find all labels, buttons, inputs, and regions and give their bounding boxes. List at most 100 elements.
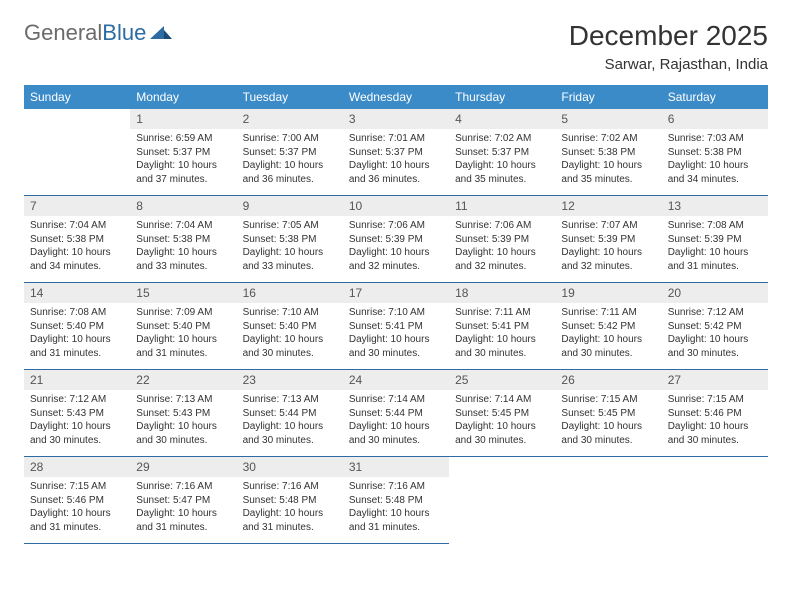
calendar-cell: 10Sunrise: 7:06 AMSunset: 5:39 PMDayligh…	[343, 196, 449, 283]
weekday-header: Wednesday	[343, 85, 449, 109]
sunrise-text: Sunrise: 7:01 AM	[349, 132, 443, 146]
calendar-cell: 1Sunrise: 6:59 AMSunset: 5:37 PMDaylight…	[130, 109, 236, 196]
day-content: Sunrise: 7:10 AMSunset: 5:40 PMDaylight:…	[237, 303, 343, 364]
logo: GeneralBlue	[24, 20, 172, 46]
day-content: Sunrise: 7:14 AMSunset: 5:45 PMDaylight:…	[449, 390, 555, 451]
sunrise-text: Sunrise: 7:14 AM	[349, 393, 443, 407]
daylight-text: Daylight: 10 hours and 33 minutes.	[136, 246, 230, 273]
sunrise-text: Sunrise: 7:09 AM	[136, 306, 230, 320]
sunset-text: Sunset: 5:37 PM	[243, 146, 337, 160]
day-number: 24	[343, 370, 449, 390]
daylight-text: Daylight: 10 hours and 30 minutes.	[136, 420, 230, 447]
sunset-text: Sunset: 5:40 PM	[30, 320, 124, 334]
sunset-text: Sunset: 5:42 PM	[668, 320, 762, 334]
day-content: Sunrise: 7:10 AMSunset: 5:41 PMDaylight:…	[343, 303, 449, 364]
calendar-cell: 26Sunrise: 7:15 AMSunset: 5:45 PMDayligh…	[555, 370, 661, 457]
daylight-text: Daylight: 10 hours and 32 minutes.	[455, 246, 549, 273]
sunset-text: Sunset: 5:39 PM	[349, 233, 443, 247]
calendar-cell: 14Sunrise: 7:08 AMSunset: 5:40 PMDayligh…	[24, 283, 130, 370]
sunset-text: Sunset: 5:48 PM	[349, 494, 443, 508]
calendar-page: GeneralBlue December 2025 Sarwar, Rajast…	[0, 0, 792, 564]
day-number: 30	[237, 457, 343, 477]
calendar-cell: 13Sunrise: 7:08 AMSunset: 5:39 PMDayligh…	[662, 196, 768, 283]
day-number: 4	[449, 109, 555, 129]
daylight-text: Daylight: 10 hours and 30 minutes.	[349, 420, 443, 447]
day-content: Sunrise: 7:12 AMSunset: 5:43 PMDaylight:…	[24, 390, 130, 451]
calendar-cell	[555, 457, 661, 544]
daylight-text: Daylight: 10 hours and 30 minutes.	[455, 420, 549, 447]
day-number: 10	[343, 196, 449, 216]
calendar-head: SundayMondayTuesdayWednesdayThursdayFrid…	[24, 85, 768, 109]
day-content: Sunrise: 7:09 AMSunset: 5:40 PMDaylight:…	[130, 303, 236, 364]
sunrise-text: Sunrise: 7:10 AM	[243, 306, 337, 320]
day-content: Sunrise: 7:05 AMSunset: 5:38 PMDaylight:…	[237, 216, 343, 277]
sunset-text: Sunset: 5:39 PM	[668, 233, 762, 247]
sunset-text: Sunset: 5:38 PM	[243, 233, 337, 247]
calendar-cell: 4 Sunrise: 7:02 AMSunset: 5:37 PMDaylight…	[449, 109, 555, 196]
weekday-header: Monday	[130, 85, 236, 109]
sunrise-text: Sunrise: 7:14 AM	[455, 393, 549, 407]
sunset-text: Sunset: 5:45 PM	[455, 407, 549, 421]
day-content: Sunrise: 7:00 AMSunset: 5:37 PMDaylight:…	[237, 129, 343, 190]
calendar-cell: 23Sunrise: 7:13 AMSunset: 5:44 PMDayligh…	[237, 370, 343, 457]
sunset-text: Sunset: 5:40 PM	[136, 320, 230, 334]
calendar-body: 1Sunrise: 6:59 AMSunset: 5:37 PMDaylight…	[24, 109, 768, 544]
daylight-text: Daylight: 10 hours and 36 minutes.	[243, 159, 337, 186]
sunrise-text: Sunrise: 7:16 AM	[243, 480, 337, 494]
day-number: 13	[662, 196, 768, 216]
day-number: 23	[237, 370, 343, 390]
calendar-cell: 18Sunrise: 7:11 AMSunset: 5:41 PMDayligh…	[449, 283, 555, 370]
daylight-text: Daylight: 10 hours and 34 minutes.	[668, 159, 762, 186]
daylight-text: Daylight: 10 hours and 33 minutes.	[243, 246, 337, 273]
day-content: Sunrise: 7:04 AMSunset: 5:38 PMDaylight:…	[24, 216, 130, 277]
calendar-cell	[449, 457, 555, 544]
day-number: 31	[343, 457, 449, 477]
day-content: Sunrise: 6:59 AMSunset: 5:37 PMDaylight:…	[130, 129, 236, 190]
sunrise-text: Sunrise: 7:02 AM	[455, 132, 549, 146]
day-content: Sunrise: 7:08 AMSunset: 5:39 PMDaylight:…	[662, 216, 768, 277]
sunrise-text: Sunrise: 7:10 AM	[349, 306, 443, 320]
day-content: Sunrise: 7:14 AMSunset: 5:44 PMDaylight:…	[343, 390, 449, 451]
sunrise-text: Sunrise: 7:05 AM	[243, 219, 337, 233]
sunset-text: Sunset: 5:46 PM	[30, 494, 124, 508]
calendar-week: 1Sunrise: 6:59 AMSunset: 5:37 PMDaylight…	[24, 109, 768, 196]
daylight-text: Daylight: 10 hours and 30 minutes.	[668, 333, 762, 360]
daylight-text: Daylight: 10 hours and 30 minutes.	[668, 420, 762, 447]
day-number: 18	[449, 283, 555, 303]
day-content: Sunrise: 7:04 AMSunset: 5:38 PMDaylight:…	[130, 216, 236, 277]
day-number: 21	[24, 370, 130, 390]
calendar-cell: 2Sunrise: 7:00 AMSunset: 5:37 PMDaylight…	[237, 109, 343, 196]
calendar-cell	[662, 457, 768, 544]
sunset-text: Sunset: 5:41 PM	[349, 320, 443, 334]
sunrise-text: Sunrise: 7:00 AM	[243, 132, 337, 146]
calendar-cell	[24, 109, 130, 196]
sunset-text: Sunset: 5:38 PM	[136, 233, 230, 247]
day-content: Sunrise: 7:07 AMSunset: 5:39 PMDaylight:…	[555, 216, 661, 277]
sunset-text: Sunset: 5:38 PM	[30, 233, 124, 247]
daylight-text: Daylight: 10 hours and 35 minutes.	[455, 159, 549, 186]
sunrise-text: Sunrise: 7:12 AM	[30, 393, 124, 407]
weekday-header: Friday	[555, 85, 661, 109]
sunset-text: Sunset: 5:42 PM	[561, 320, 655, 334]
month-title: December 2025	[569, 20, 768, 52]
day-content: Sunrise: 7:16 AMSunset: 5:48 PMDaylight:…	[237, 477, 343, 538]
daylight-text: Daylight: 10 hours and 30 minutes.	[561, 420, 655, 447]
day-number: 28	[24, 457, 130, 477]
logo-word-1: General	[24, 20, 102, 45]
triangle-icon	[150, 23, 172, 44]
day-number: 19	[555, 283, 661, 303]
logo-word-2: Blue	[102, 20, 146, 45]
calendar-cell: 22Sunrise: 7:13 AMSunset: 5:43 PMDayligh…	[130, 370, 236, 457]
sunset-text: Sunset: 5:37 PM	[349, 146, 443, 160]
day-number: 6	[662, 109, 768, 129]
sunset-text: Sunset: 5:39 PM	[561, 233, 655, 247]
daylight-text: Daylight: 10 hours and 30 minutes.	[243, 420, 337, 447]
calendar-cell: 9Sunrise: 7:05 AMSunset: 5:38 PMDaylight…	[237, 196, 343, 283]
header: GeneralBlue December 2025 Sarwar, Rajast…	[24, 20, 768, 73]
day-number: 7	[24, 196, 130, 216]
calendar-cell: 27Sunrise: 7:15 AMSunset: 5:46 PMDayligh…	[662, 370, 768, 457]
day-content: Sunrise: 7:03 AMSunset: 5:38 PMDaylight:…	[662, 129, 768, 190]
sunset-text: Sunset: 5:43 PM	[30, 407, 124, 421]
sunset-text: Sunset: 5:37 PM	[455, 146, 549, 160]
sunset-text: Sunset: 5:41 PM	[455, 320, 549, 334]
